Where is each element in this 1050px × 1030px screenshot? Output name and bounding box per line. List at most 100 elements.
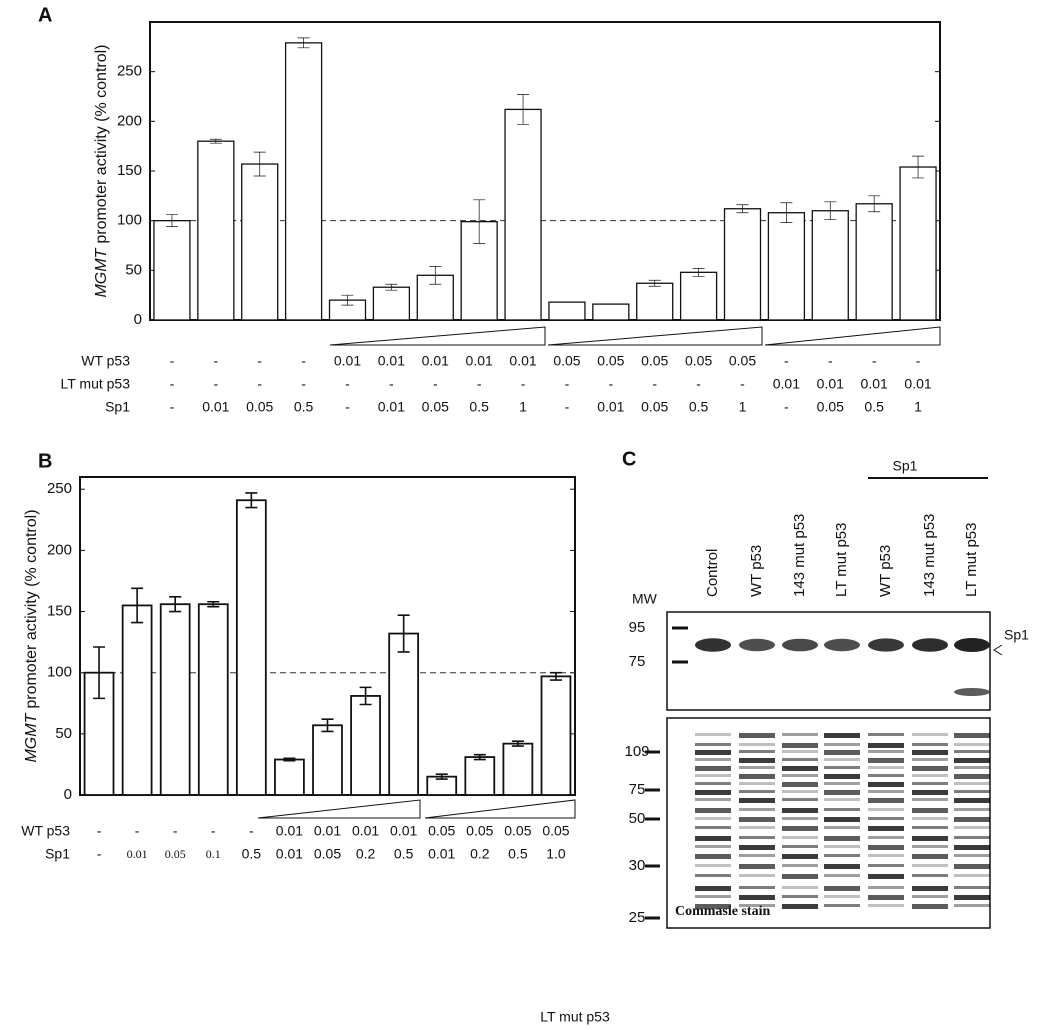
- bar: [592, 303, 630, 321]
- mw-marker: 30: [629, 857, 646, 874]
- condition-value: 0.5: [394, 846, 414, 862]
- stain-band: [824, 864, 860, 869]
- stain-band: [824, 758, 860, 761]
- condition-value: -: [872, 353, 877, 369]
- condition-value: 0.01: [466, 353, 493, 369]
- stain-band: [868, 854, 904, 857]
- stain-band: [695, 895, 731, 898]
- error-bar: [435, 773, 448, 780]
- stain-band: [912, 904, 948, 909]
- lane-label: WT p53: [748, 545, 765, 597]
- condition-value: 0.05: [504, 823, 531, 839]
- condition-value: 0.05: [729, 353, 756, 369]
- condition-value: 0.01: [352, 823, 379, 839]
- error-bar: [736, 204, 749, 214]
- condition-value: 0.05: [428, 823, 455, 839]
- stain-band: [954, 774, 990, 779]
- stain-band: [782, 904, 818, 909]
- stain-band: [912, 895, 948, 898]
- stain-band: [954, 758, 990, 763]
- condition-value: 0.5: [508, 846, 528, 862]
- stain-band: [868, 782, 904, 787]
- condition-value: 0.05: [641, 353, 668, 369]
- condition-value: -: [740, 376, 745, 392]
- stain-band: [695, 743, 731, 746]
- condition-value: 1: [914, 399, 922, 415]
- error-bar: [868, 195, 881, 213]
- band-label: Sp1: [1004, 627, 1029, 643]
- lane-label: 143 mut p53: [921, 514, 938, 597]
- error-bar: [824, 201, 837, 221]
- stain-band: [824, 750, 860, 755]
- stain-band: [954, 895, 990, 900]
- bar: [350, 695, 381, 796]
- error-bar: [385, 283, 398, 291]
- condition-value: -: [97, 823, 102, 839]
- stain-band: [739, 743, 775, 746]
- error-bar: [207, 600, 220, 608]
- condition-value: 0.05: [165, 847, 186, 861]
- stain-band: [782, 774, 818, 777]
- bar: [548, 301, 586, 321]
- condition-value: -: [213, 353, 218, 369]
- error-bar: [912, 155, 925, 179]
- stain-band: [782, 836, 818, 839]
- stain-band: [695, 817, 731, 820]
- y-axis-text: promoter activity (% control): [23, 509, 40, 708]
- stain-band: [695, 808, 731, 813]
- stain-band: [782, 854, 818, 859]
- wedge: [329, 326, 546, 346]
- error-bar: [648, 279, 661, 287]
- stain-band: [739, 790, 775, 793]
- stain-band: [912, 886, 948, 891]
- y-axis-text: promoter activity (% control): [93, 44, 110, 243]
- condition-value: 0.05: [817, 399, 844, 415]
- error-bar: [549, 671, 562, 681]
- condition-value: -: [784, 399, 789, 415]
- condition-value: 0.05: [641, 399, 668, 415]
- y-tick-label: 150: [47, 603, 72, 620]
- condition-value: -: [916, 353, 921, 369]
- stain-band: [824, 826, 860, 829]
- group-label: Sp1: [893, 458, 918, 474]
- error-bar: [511, 740, 524, 747]
- stain-band: [782, 874, 818, 879]
- stain-band: [954, 845, 990, 850]
- condition-value: -: [696, 376, 701, 392]
- stain-band: [824, 817, 860, 822]
- stain-band: [739, 798, 775, 803]
- lane-label: Control: [704, 549, 721, 597]
- stain-band: [739, 836, 775, 839]
- y-tick-label: 50: [125, 261, 142, 278]
- stain-band: [782, 895, 818, 898]
- stain-band: [739, 904, 775, 907]
- bar: [121, 604, 153, 796]
- stain-band: [824, 743, 860, 746]
- condition-value: -: [301, 353, 306, 369]
- mw-marker: 109: [624, 743, 649, 760]
- blot-band: [868, 638, 904, 652]
- stain-band: [954, 766, 990, 769]
- condition-value: -: [345, 376, 350, 392]
- bar: [899, 166, 937, 321]
- stain-band: [954, 817, 990, 822]
- y-axis-gene: MGMT: [23, 712, 40, 762]
- condition-value: 0.01: [378, 399, 405, 415]
- condition-value: -: [784, 353, 789, 369]
- stain-band: [912, 864, 948, 867]
- bar: [811, 210, 849, 321]
- condition-value: 1: [739, 399, 747, 415]
- lane-label: LT mut p53: [963, 523, 980, 598]
- condition-value: 0.01: [390, 823, 417, 839]
- y-tick-label: 0: [64, 786, 72, 803]
- condition-value: 1: [519, 399, 527, 415]
- blot-band: [695, 638, 731, 652]
- blot-band: [782, 638, 818, 652]
- stain-band: [695, 766, 731, 771]
- error-bar: [780, 202, 793, 224]
- stain-band: [868, 845, 904, 850]
- wedge: [257, 799, 421, 819]
- stain-band: [954, 743, 990, 746]
- bar: [723, 208, 762, 321]
- stain-band: [912, 743, 948, 746]
